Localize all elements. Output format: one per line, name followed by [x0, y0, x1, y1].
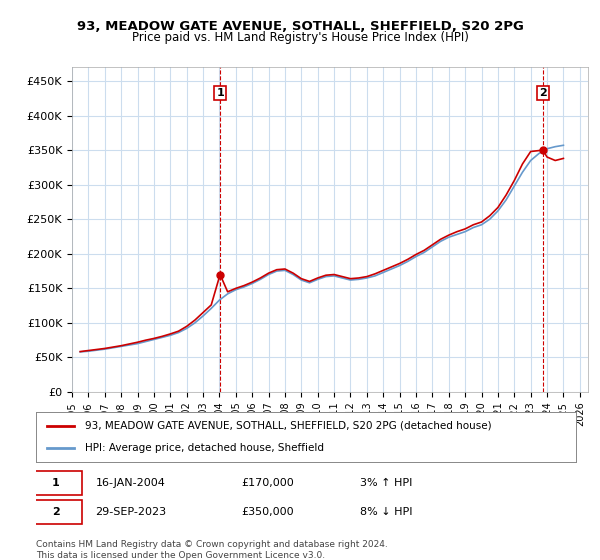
Text: Contains HM Land Registry data © Crown copyright and database right 2024.
This d: Contains HM Land Registry data © Crown c…	[36, 540, 388, 560]
Text: 8% ↓ HPI: 8% ↓ HPI	[360, 507, 413, 517]
Text: 93, MEADOW GATE AVENUE, SOTHALL, SHEFFIELD, S20 2PG (detached house): 93, MEADOW GATE AVENUE, SOTHALL, SHEFFIE…	[85, 421, 491, 431]
FancyBboxPatch shape	[31, 501, 82, 524]
Text: 93, MEADOW GATE AVENUE, SOTHALL, SHEFFIELD, S20 2PG: 93, MEADOW GATE AVENUE, SOTHALL, SHEFFIE…	[77, 20, 523, 32]
Text: 29-SEP-2023: 29-SEP-2023	[95, 507, 167, 517]
FancyBboxPatch shape	[31, 472, 82, 494]
Text: 2: 2	[539, 88, 547, 98]
Text: £350,000: £350,000	[241, 507, 294, 517]
Text: £170,000: £170,000	[241, 478, 294, 488]
Text: 3% ↑ HPI: 3% ↑ HPI	[360, 478, 412, 488]
Text: Price paid vs. HM Land Registry's House Price Index (HPI): Price paid vs. HM Land Registry's House …	[131, 31, 469, 44]
Text: 2: 2	[52, 507, 60, 517]
Text: 16-JAN-2004: 16-JAN-2004	[95, 478, 165, 488]
Text: 1: 1	[216, 88, 224, 98]
Text: HPI: Average price, detached house, Sheffield: HPI: Average price, detached house, Shef…	[85, 443, 323, 453]
Text: 1: 1	[52, 478, 60, 488]
